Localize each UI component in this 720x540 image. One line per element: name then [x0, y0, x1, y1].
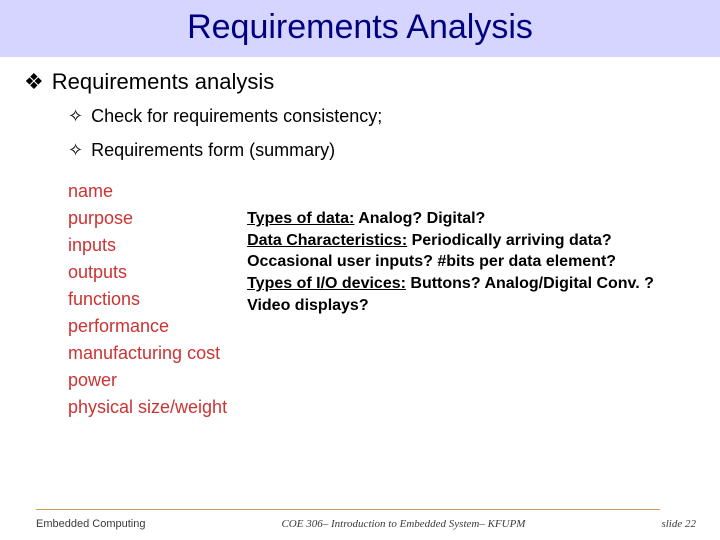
level2-text: Check for requirements consistency; [91, 105, 382, 128]
term-item: manufacturing cost [68, 340, 227, 367]
footer: Embedded Computing COE 306– Introduction… [0, 518, 720, 530]
term-item: name [68, 178, 227, 205]
bullet-level2: ✧ Check for requirements consistency; [68, 105, 700, 128]
desc-label: Types of I/O devices: [247, 275, 406, 292]
content-area: ❖ Requirements analysis ✧ Check for requ… [0, 57, 720, 421]
desc-line: Occasional user inputs? #bits per data e… [247, 251, 700, 273]
bullet-level1: ❖ Requirements analysis [24, 69, 700, 95]
terms-column: name purpose inputs outputs functions pe… [24, 178, 247, 421]
footer-center: COE 306– Introduction to Embedded System… [145, 518, 661, 530]
desc-rest: Periodically arriving data? [407, 232, 612, 249]
level1-text: Requirements analysis [52, 69, 275, 95]
desc-line: Video displays? [247, 295, 700, 317]
bullet-level2: ✧ Requirements form (summary) [68, 139, 700, 162]
desc-line: Data Characteristics: Periodically arriv… [247, 230, 700, 252]
desc-line: Types of I/O devices: Buttons? Analog/Di… [247, 273, 700, 295]
desc-rest: Occasional user inputs? #bits per data e… [247, 253, 616, 270]
desc-rest: Analog? Digital? [354, 210, 485, 227]
term-item: inputs [68, 232, 227, 259]
level2-text: Requirements form (summary) [91, 139, 335, 162]
term-item: physical size/weight [68, 394, 227, 421]
desc-rest: Video displays? [247, 297, 369, 314]
description-column: Types of data: Analog? Digital? Data Cha… [247, 178, 700, 421]
term-item: purpose [68, 205, 227, 232]
desc-rest: Buttons? Analog/Digital Conv. ? [406, 275, 654, 292]
diamond-open-bullet-icon: ✧ [68, 105, 83, 128]
desc-line: Types of data: Analog? Digital? [247, 208, 700, 230]
diamond-bullet-icon: ❖ [24, 69, 44, 95]
term-item: power [68, 367, 227, 394]
title-bar: Requirements Analysis [0, 0, 720, 57]
slide-title: Requirements Analysis [0, 8, 720, 47]
footer-right: slide 22 [661, 518, 696, 530]
main-row: name purpose inputs outputs functions pe… [24, 178, 700, 421]
term-item: functions [68, 286, 227, 313]
footer-divider [36, 509, 660, 510]
desc-label: Data Characteristics: [247, 232, 407, 249]
footer-left: Embedded Computing [36, 518, 145, 530]
desc-label: Types of data: [247, 210, 354, 227]
diamond-open-bullet-icon: ✧ [68, 139, 83, 162]
term-item: performance [68, 313, 227, 340]
term-item: outputs [68, 259, 227, 286]
